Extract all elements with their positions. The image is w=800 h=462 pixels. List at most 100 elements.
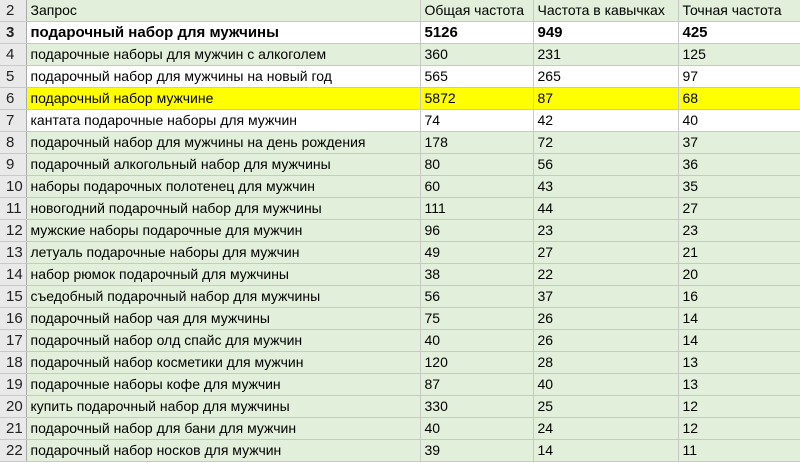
cell-total-frequency[interactable]: 120 [420,351,534,374]
cell-query[interactable]: подарочный набор чая для мужчины [26,307,421,330]
cell-total-frequency[interactable]: 75 [420,307,534,330]
cell-query[interactable]: подарочный набор для бани для мужчин [26,417,421,440]
column-header-quoted[interactable]: Частота в кавычках [533,0,679,22]
cell-query[interactable]: подарочный набор для мужчины на день рож… [26,131,421,154]
row-number[interactable]: 18 [0,351,27,374]
cell-total-frequency[interactable]: 178 [420,131,534,154]
cell-total-frequency[interactable]: 5872 [420,87,534,110]
row-number[interactable]: 11 [0,197,27,220]
row-number[interactable]: 15 [0,285,27,308]
cell-exact-frequency[interactable]: 425 [678,21,800,44]
cell-query[interactable]: подарочный набор мужчине [26,87,421,110]
cell-query[interactable]: набор рюмок подарочный для мужчины [26,263,421,286]
cell-exact-frequency[interactable]: 68 [678,87,800,110]
cell-exact-frequency[interactable]: 40 [678,109,800,132]
row-number[interactable]: 16 [0,307,27,330]
row-number[interactable]: 12 [0,219,27,242]
cell-exact-frequency[interactable]: 20 [678,263,800,286]
cell-quoted-frequency[interactable]: 25 [533,395,679,418]
row-number[interactable]: 2 [0,0,27,22]
cell-total-frequency[interactable]: 60 [420,175,534,198]
cell-quoted-frequency[interactable]: 28 [533,351,679,374]
cell-total-frequency[interactable]: 111 [420,197,534,220]
cell-query[interactable]: новогодний подарочный набор для мужчины [26,197,421,220]
cell-quoted-frequency[interactable]: 23 [533,219,679,242]
cell-total-frequency[interactable]: 38 [420,263,534,286]
cell-query[interactable]: купить подарочный набор для мужчины [26,395,421,418]
cell-exact-frequency[interactable]: 97 [678,65,800,88]
row-number[interactable]: 14 [0,263,27,286]
row-number[interactable]: 13 [0,241,27,264]
cell-quoted-frequency[interactable]: 949 [533,21,679,44]
cell-total-frequency[interactable]: 5126 [420,21,534,44]
row-number[interactable]: 5 [0,65,27,88]
cell-query[interactable]: подарочный набор для мужчины на новый го… [26,65,421,88]
cell-total-frequency[interactable]: 96 [420,219,534,242]
row-number[interactable]: 7 [0,109,27,132]
cell-exact-frequency[interactable]: 12 [678,417,800,440]
cell-total-frequency[interactable]: 56 [420,285,534,308]
cell-total-frequency[interactable]: 87 [420,373,534,396]
cell-total-frequency[interactable]: 360 [420,43,534,66]
cell-quoted-frequency[interactable]: 56 [533,153,679,176]
cell-quoted-frequency[interactable]: 231 [533,43,679,66]
cell-query[interactable]: подарочный набор олд спайс для мужчин [26,329,421,352]
cell-quoted-frequency[interactable]: 265 [533,65,679,88]
cell-query[interactable]: подарочные наборы кофе для мужчин [26,373,421,396]
cell-query[interactable]: наборы подарочных полотенец для мужчин [26,175,421,198]
cell-quoted-frequency[interactable]: 44 [533,197,679,220]
row-number[interactable]: 20 [0,395,27,418]
cell-quoted-frequency[interactable]: 72 [533,131,679,154]
row-number[interactable]: 17 [0,329,27,352]
cell-quoted-frequency[interactable]: 22 [533,263,679,286]
cell-quoted-frequency[interactable]: 87 [533,87,679,110]
cell-quoted-frequency[interactable]: 40 [533,373,679,396]
cell-exact-frequency[interactable]: 16 [678,285,800,308]
cell-query[interactable]: мужские наборы подарочные для мужчин [26,219,421,242]
row-number[interactable]: 9 [0,153,27,176]
cell-exact-frequency[interactable]: 23 [678,219,800,242]
cell-query[interactable]: летуаль подарочные наборы для мужчин [26,241,421,264]
cell-quoted-frequency[interactable]: 42 [533,109,679,132]
row-number[interactable]: 4 [0,43,27,66]
cell-query[interactable]: подарочные наборы для мужчин с алкоголем [26,43,421,66]
row-number[interactable]: 3 [0,21,27,44]
cell-exact-frequency[interactable]: 14 [678,329,800,352]
cell-exact-frequency[interactable]: 12 [678,395,800,418]
column-header-query[interactable]: Запрос [26,0,421,22]
cell-total-frequency[interactable]: 40 [420,329,534,352]
cell-quoted-frequency[interactable]: 43 [533,175,679,198]
cell-exact-frequency[interactable]: 125 [678,43,800,66]
row-number[interactable]: 10 [0,175,27,198]
cell-total-frequency[interactable]: 49 [420,241,534,264]
cell-quoted-frequency[interactable]: 26 [533,307,679,330]
cell-exact-frequency[interactable]: 14 [678,307,800,330]
row-number[interactable]: 21 [0,417,27,440]
cell-exact-frequency[interactable]: 13 [678,373,800,396]
cell-total-frequency[interactable]: 80 [420,153,534,176]
cell-query[interactable]: подарочный набор для мужчины [26,21,421,44]
cell-query[interactable]: подарочный алкогольный набор для мужчины [26,153,421,176]
cell-total-frequency[interactable]: 74 [420,109,534,132]
cell-total-frequency[interactable]: 39 [420,439,534,462]
cell-exact-frequency[interactable]: 21 [678,241,800,264]
row-number[interactable]: 19 [0,373,27,396]
cell-exact-frequency[interactable]: 37 [678,131,800,154]
cell-quoted-frequency[interactable]: 24 [533,417,679,440]
cell-total-frequency[interactable]: 330 [420,395,534,418]
cell-exact-frequency[interactable]: 35 [678,175,800,198]
cell-total-frequency[interactable]: 40 [420,417,534,440]
cell-query[interactable]: подарочный набор косметики для мужчин [26,351,421,374]
cell-query[interactable]: подарочный набор носков для мужчин [26,439,421,462]
cell-quoted-frequency[interactable]: 14 [533,439,679,462]
column-header-total[interactable]: Общая частота [420,0,534,22]
cell-query[interactable]: съедобный подарочный набор для мужчины [26,285,421,308]
row-number[interactable]: 8 [0,131,27,154]
cell-exact-frequency[interactable]: 36 [678,153,800,176]
cell-quoted-frequency[interactable]: 27 [533,241,679,264]
cell-query[interactable]: кантата подарочные наборы для мужчин [26,109,421,132]
cell-exact-frequency[interactable]: 13 [678,351,800,374]
cell-total-frequency[interactable]: 565 [420,65,534,88]
row-number[interactable]: 6 [0,87,27,110]
column-header-exact[interactable]: Точная частота [678,0,800,22]
